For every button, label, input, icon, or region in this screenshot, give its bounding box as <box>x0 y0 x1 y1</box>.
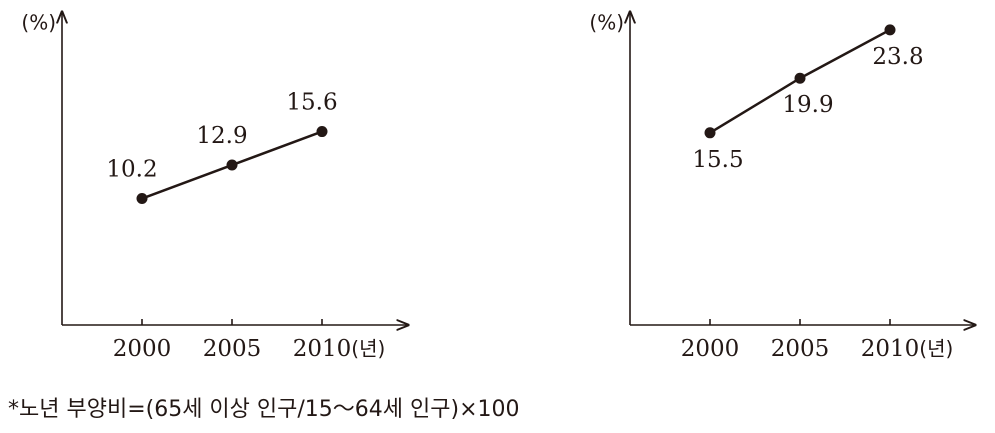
x-tick-label: 2010 <box>293 336 352 362</box>
point <box>704 127 716 139</box>
y-axis-label: (%) <box>21 11 56 35</box>
x-tick-label: 2000 <box>681 336 740 362</box>
value-label: 10.2 <box>106 157 157 183</box>
y-axis-label: (%) <box>589 11 624 35</box>
x-tick-label: 2005 <box>203 336 262 362</box>
value-label: 19.9 <box>782 92 833 118</box>
point <box>226 159 238 171</box>
x-axis-label: (년) <box>919 337 953 361</box>
value-label: 23.8 <box>872 44 923 70</box>
x-tick-label: 2010 <box>861 336 920 362</box>
x-tick-label: 2000 <box>113 336 172 362</box>
x-axis-label: (년) <box>351 337 385 361</box>
x-tick-label: 2005 <box>771 336 830 362</box>
point <box>794 72 806 84</box>
point <box>136 193 148 205</box>
value-label: 15.6 <box>286 90 337 116</box>
point <box>316 126 328 138</box>
footnote: *노년 부양비=(65세 이상 인구/15～64세 인구)×100 <box>8 397 520 422</box>
value-label: 12.9 <box>196 123 247 149</box>
value-label: 15.5 <box>692 147 743 173</box>
point <box>884 24 896 36</box>
